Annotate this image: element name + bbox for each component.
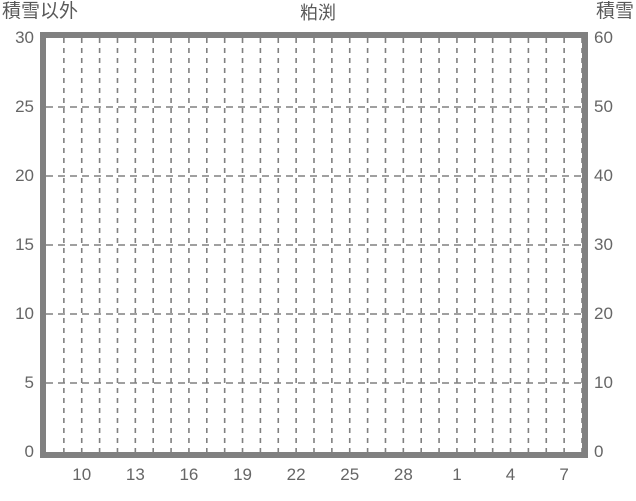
y-axis-left-tick-label: 5 (24, 373, 34, 392)
y-axis-right-tick-label: 60 (594, 28, 613, 47)
x-axis-tick-label: 28 (393, 465, 413, 484)
y-axis-right-tick-label: 10 (594, 373, 613, 392)
y-axis-left-tick-label: 20 (15, 166, 34, 185)
left-axis-title: 積雪以外 (2, 1, 79, 22)
y-axis-right-tick-label: 50 (594, 97, 613, 116)
right-axis-title: 積雪 (595, 1, 634, 22)
y-axis-left-tick-label: 15 (15, 235, 34, 254)
y-axis-left-tick-label: 30 (15, 28, 34, 47)
grid-lines (46, 38, 582, 452)
x-axis-tick-label: 1 (452, 465, 462, 484)
y-axis-left-tick-label: 10 (15, 304, 34, 323)
x-axis-tick-label: 13 (125, 465, 145, 484)
x-axis-tick-label: 19 (233, 465, 252, 484)
y-axis-right-tick-label: 30 (594, 235, 613, 254)
x-axis-tick-label: 16 (179, 465, 199, 484)
page-title: 粕渕 (300, 3, 336, 23)
x-axis-tick-label: 7 (559, 465, 569, 484)
x-axis-tick-label: 4 (505, 465, 516, 484)
plot-frame (40, 32, 588, 458)
x-axis-tick-label: 25 (340, 465, 360, 484)
y-axis-right-tick-label: 0 (594, 442, 604, 461)
x-axis-tick-label: 10 (72, 465, 92, 484)
y-axis-left-tick-label: 0 (24, 442, 34, 461)
x-axis-tick-label: 22 (286, 465, 306, 484)
y-axis-right-tick-label: 20 (594, 304, 613, 323)
y-axis-right-tick-label: 40 (594, 166, 613, 185)
y-axis-left-tick-label: 25 (15, 97, 34, 116)
plot-area (46, 38, 582, 452)
